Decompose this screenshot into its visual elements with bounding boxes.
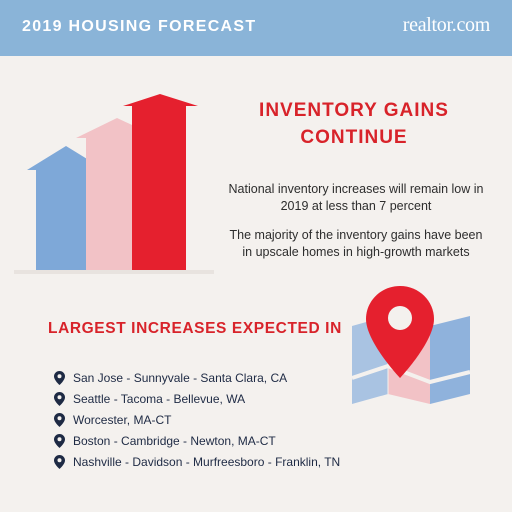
header-banner: 2019 HOUSING FORECAST realtor.com xyxy=(0,0,512,56)
location-pin-icon xyxy=(54,412,65,427)
list-item: Seattle - Tacoma - Bellevue, WA xyxy=(54,389,340,408)
market-label: Seattle - Tacoma - Bellevue, WA xyxy=(73,391,246,406)
list-item: Worcester, MA-CT xyxy=(54,410,340,429)
location-pin-icon xyxy=(54,433,65,448)
upscale-paragraph: The majority of the inventory gains have… xyxy=(229,228,483,259)
market-label: Worcester, MA-CT xyxy=(73,412,172,427)
brand-logo: realtor.com xyxy=(402,14,491,36)
location-pin-icon xyxy=(54,454,65,469)
location-pin-icon xyxy=(366,286,434,378)
market-label: Boston - Cambridge - Newton, MA-CT xyxy=(73,433,276,448)
headline: INVENTORY GAINS CONTINUE xyxy=(234,97,474,151)
market-label: Nashville - Davidson - Murfreesboro - Fr… xyxy=(73,454,341,469)
market-list: San Jose - Sunnyvale - Santa Clara, CA S… xyxy=(54,368,340,473)
headline-line-2: CONTINUE xyxy=(300,127,408,148)
header-title: 2019 HOUSING FORECAST xyxy=(22,18,257,35)
section-title: LARGEST INCREASES EXPECTED IN xyxy=(48,320,342,337)
inventory-paragraph: National inventory increases will remain… xyxy=(228,182,484,213)
location-pin-icon xyxy=(54,370,65,385)
list-item: Boston - Cambridge - Newton, MA-CT xyxy=(54,431,340,450)
red-house-arrow-icon xyxy=(123,94,198,270)
house-arrows-illustration xyxy=(14,94,214,274)
map-pin-illustration xyxy=(351,286,471,404)
headline-line-1: INVENTORY GAINS xyxy=(259,100,449,121)
market-label: San Jose - Sunnyvale - Santa Clara, CA xyxy=(73,370,288,385)
list-item: Nashville - Davidson - Murfreesboro - Fr… xyxy=(54,452,340,471)
list-item: San Jose - Sunnyvale - Santa Clara, CA xyxy=(54,368,340,387)
ground-shadow xyxy=(14,270,214,274)
location-pin-icon xyxy=(54,391,65,406)
